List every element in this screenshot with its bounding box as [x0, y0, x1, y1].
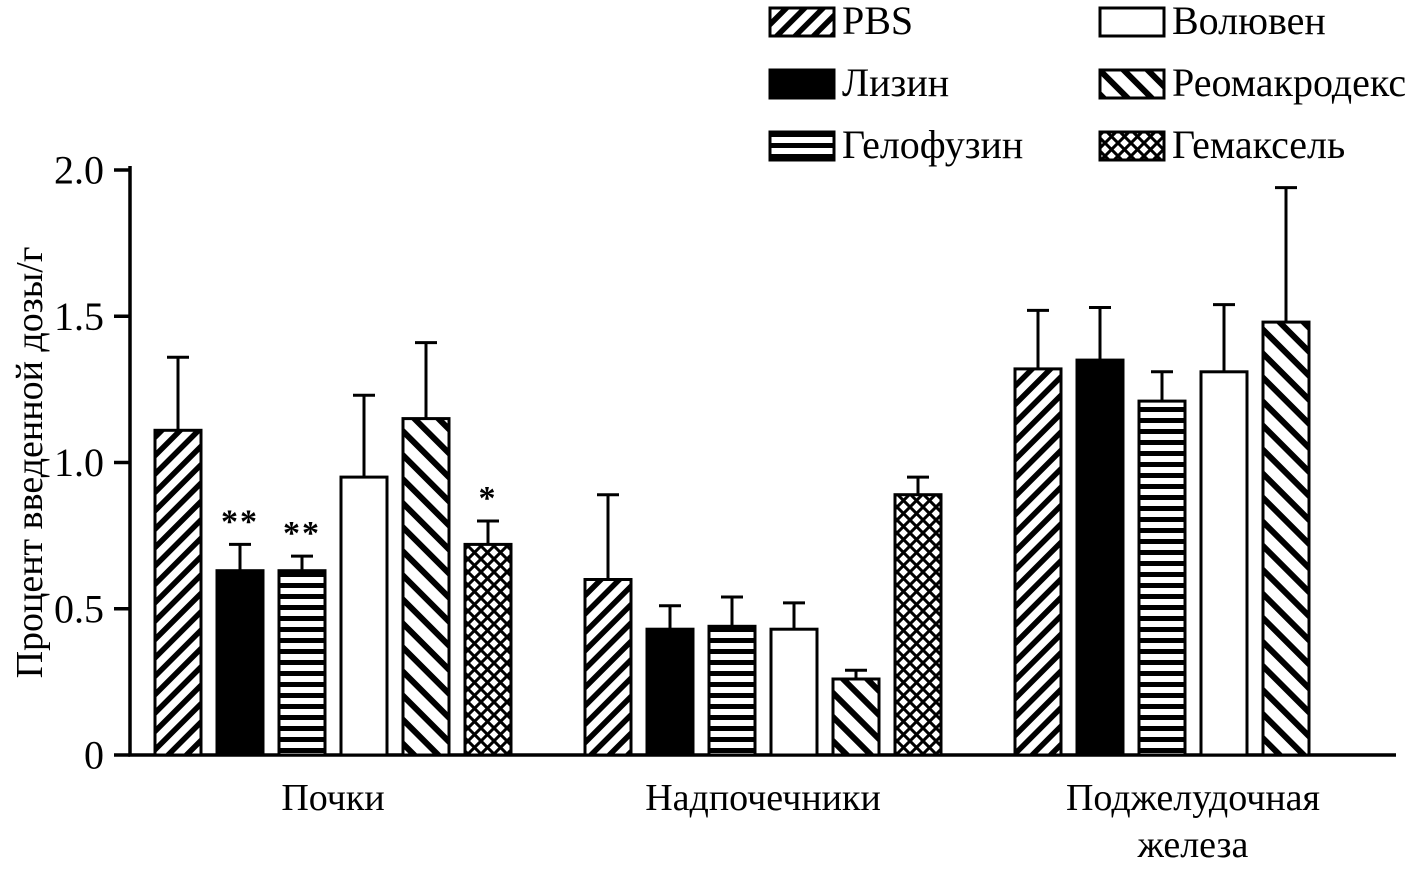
legend-swatch	[768, 130, 836, 162]
x-category-label: железа	[1137, 824, 1249, 866]
legend-swatch	[1098, 68, 1166, 100]
significance-marker: **	[283, 515, 321, 552]
bar	[277, 569, 327, 757]
y-tick-label: 1.0	[54, 440, 104, 485]
legend-label: Лизин	[842, 60, 949, 105]
legend-item: Волювен	[1098, 0, 1326, 43]
bar	[1013, 367, 1063, 757]
bar	[707, 624, 757, 757]
error-bar	[1089, 306, 1111, 361]
bar	[1137, 399, 1187, 757]
bar	[339, 475, 389, 757]
x-category-label: Надпочечники	[645, 777, 881, 819]
error-bar	[353, 393, 375, 478]
error-bar	[845, 668, 867, 679]
bar	[1075, 358, 1125, 757]
legend-label: Гелофузин	[842, 122, 1023, 167]
legend-label: Реомакродекс	[1172, 60, 1406, 105]
error-bar	[1027, 308, 1049, 369]
legend-swatch	[768, 68, 836, 100]
legend-item: Реомакродекс	[1098, 60, 1406, 105]
bar	[1261, 320, 1311, 757]
bar	[583, 578, 633, 757]
legend-label: Волювен	[1172, 0, 1326, 43]
error-bar	[291, 554, 313, 571]
error-bar	[597, 493, 619, 580]
y-tick-label: 0	[84, 733, 104, 778]
error-bar	[167, 355, 189, 431]
bar	[769, 627, 819, 757]
error-bar	[1151, 370, 1173, 402]
legend-label: Гемаксель	[1172, 122, 1345, 167]
error-bar	[907, 475, 929, 495]
error-bar	[659, 604, 681, 630]
bar	[401, 417, 451, 757]
significance-marker: **	[221, 503, 259, 540]
bar	[893, 493, 943, 757]
legend-label: PBS	[842, 0, 913, 43]
legend-item: Гелофузин	[768, 122, 1023, 167]
error-bar	[415, 341, 437, 419]
error-bar	[1275, 186, 1297, 323]
error-bar	[1213, 303, 1235, 372]
error-bar	[477, 519, 499, 545]
bar	[153, 428, 203, 757]
legend-swatch	[1098, 130, 1166, 162]
legend-item: PBS	[768, 0, 913, 43]
y-tick-label: 0.5	[54, 586, 104, 631]
error-bar	[229, 542, 251, 571]
bar	[645, 627, 695, 757]
bar	[215, 569, 265, 757]
x-category-label: Почки	[281, 777, 384, 819]
legend-swatch	[1098, 6, 1166, 38]
error-bar	[783, 601, 805, 630]
y-tick-label: 1.5	[54, 294, 104, 339]
error-bar	[721, 595, 743, 627]
legend-item: Гемаксель	[1098, 122, 1345, 167]
significance-marker: *	[479, 480, 498, 517]
y-tick-label: 2.0	[54, 148, 104, 193]
x-category-label: Поджелудочная	[1066, 777, 1320, 819]
legend-item: Лизин	[768, 60, 949, 105]
bar	[1199, 370, 1249, 757]
y-axis-label: Процент введенной дозы/г	[9, 247, 51, 679]
bar	[463, 542, 513, 757]
bar	[831, 677, 881, 757]
legend-swatch	[768, 6, 836, 38]
